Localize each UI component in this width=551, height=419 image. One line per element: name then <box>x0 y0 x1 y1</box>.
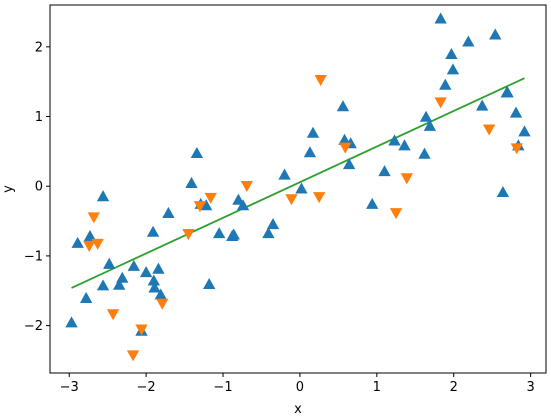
data-point-triangle-up <box>496 185 510 198</box>
data-point-triangle-up <box>266 218 280 230</box>
data-point-triangle-up <box>418 147 431 159</box>
data-point-triangle-up <box>306 126 320 138</box>
data-point-triangle-down <box>240 180 254 193</box>
data-point-triangle-down <box>400 173 413 185</box>
data-point-triangle-down <box>314 75 327 87</box>
data-point-triangle-up <box>96 279 110 291</box>
data-point-triangle-up <box>262 227 275 239</box>
x-axis-label: x <box>294 402 302 417</box>
data-point-triangle-up <box>445 47 458 60</box>
data-point-triangle-up <box>79 291 93 303</box>
y-tick-label: −2 <box>24 319 43 334</box>
data-point-triangle-down <box>285 194 298 206</box>
data-point-triangle-up <box>419 110 433 122</box>
data-point-triangle-up <box>446 63 460 75</box>
data-point-triangle-down <box>312 192 326 204</box>
data-point-triangle-up <box>146 225 160 237</box>
data-point-triangle-down <box>482 124 496 136</box>
data-point-triangle-down <box>389 208 403 220</box>
data-point-triangle-up <box>462 35 475 47</box>
data-point-triangle-up <box>148 281 161 293</box>
data-point-triangle-up <box>342 158 356 170</box>
y-axis-label: y <box>1 185 16 193</box>
data-point-triangle-up <box>232 193 245 205</box>
data-point-triangle-down <box>126 350 140 362</box>
data-point-triangle-up <box>423 119 437 131</box>
x-tick-label: 0 <box>296 380 304 395</box>
data-point-triangle-down <box>339 142 352 154</box>
data-point-triangle-down <box>91 238 104 250</box>
data-point-triangle-up <box>336 100 350 112</box>
data-point-triangle-down <box>182 229 195 241</box>
data-point-triangle-up <box>278 168 291 180</box>
data-point-triangle-up <box>65 316 78 328</box>
y-tick-label: 1 <box>35 110 43 125</box>
data-point-triangle-up <box>71 236 84 248</box>
data-point-triangle-up <box>103 257 116 269</box>
y-tick-label: 0 <box>35 180 43 195</box>
data-point-triangle-up <box>199 199 213 211</box>
data-point-triangle-up <box>518 125 531 137</box>
data-point-triangle-up <box>501 86 514 98</box>
data-point-triangle-up <box>338 133 351 145</box>
data-point-triangle-down <box>106 309 120 321</box>
data-point-triangle-up <box>434 12 447 24</box>
data-point-triangle-down <box>135 324 148 336</box>
data-point-triangle-up <box>139 266 153 278</box>
data-point-triangle-up <box>190 146 204 159</box>
data-point-triangle-up <box>295 182 308 194</box>
data-point-triangle-down <box>510 143 523 155</box>
data-point-triangle-up <box>147 274 160 286</box>
data-point-triangle-up <box>236 199 250 211</box>
data-point-triangle-up <box>227 228 240 240</box>
x-tick-label: −2 <box>137 380 156 395</box>
data-point-triangle-up <box>366 197 379 209</box>
data-point-triangle-up <box>96 190 110 202</box>
data-point-triangle-up <box>203 277 216 290</box>
data-point-triangle-down <box>434 97 447 109</box>
x-tick-label: −1 <box>213 380 232 395</box>
x-axis: −3 −2 −1 0 1 2 3 <box>60 373 535 395</box>
fit-line <box>71 77 525 289</box>
data-point-triangle-up <box>439 78 452 90</box>
data-point-triangle-down <box>204 192 217 204</box>
data-point-triangle-down <box>83 240 96 252</box>
x-tick-label: 3 <box>526 380 534 395</box>
data-point-triangle-down <box>87 212 101 224</box>
data-point-triangle-up <box>116 271 129 283</box>
y-tick-label: 2 <box>35 40 43 55</box>
data-point-triangle-down <box>193 201 207 213</box>
x-tick-label: −3 <box>60 380 79 395</box>
data-point-triangle-up <box>489 28 502 40</box>
data-point-triangle-up <box>509 106 523 118</box>
y-tick-label: −1 <box>24 249 43 264</box>
data-point-triangle-up <box>83 229 97 241</box>
data-point-triangle-down <box>156 298 169 310</box>
x-tick-label: 2 <box>450 380 458 395</box>
data-point-triangle-up <box>154 288 167 300</box>
data-point-triangle-up <box>113 278 126 290</box>
data-point-triangle-up <box>303 146 317 158</box>
data-point-triangle-up <box>162 206 175 218</box>
data-point-triangle-up <box>127 259 140 271</box>
data-point-triangle-up <box>378 165 391 177</box>
data-point-triangle-up <box>388 134 401 146</box>
plot-frame <box>49 4 547 374</box>
x-tick-label: 1 <box>373 380 381 395</box>
data-point-triangle-up <box>185 176 198 188</box>
data-point-triangle-up <box>398 139 411 151</box>
data-point-triangle-up <box>475 99 489 111</box>
data-point-triangle-up <box>152 262 165 274</box>
data-point-triangle-up <box>213 227 226 239</box>
y-axis: −2 −1 0 1 2 <box>24 40 50 334</box>
